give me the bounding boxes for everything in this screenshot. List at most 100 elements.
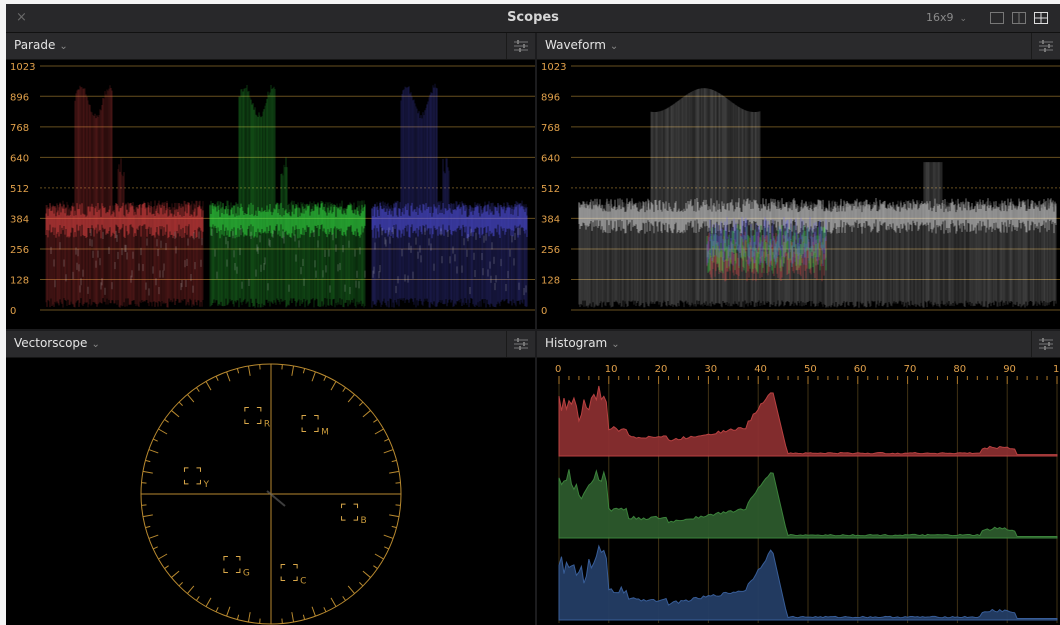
vectorscope-tick (359, 401, 364, 406)
green-parade-trace (209, 84, 366, 308)
vectorscope-tick (171, 570, 180, 578)
red-parade-trace (45, 85, 204, 308)
vectorscope-tick (158, 428, 168, 435)
waveform-panel: Waveform ⌄ 1023 896 768 640 512 384 256 128 0 (537, 33, 1060, 329)
histogram-tick-label: 70 (904, 364, 917, 375)
vectorscope-tick (383, 449, 394, 454)
vectorscope-tick (342, 387, 346, 392)
parade-dropdown[interactable]: Parade ⌄ (14, 38, 68, 52)
blue-parade-trace (371, 83, 528, 308)
waveform-graph: 1023 896 768 640 512 384 256 128 0 (541, 62, 1060, 317)
vectorscope-tick (145, 459, 151, 463)
chevron-down-icon: ⌄ (959, 14, 968, 24)
histogram-panel: Histogram⌄ 0 10 20 30 40 50 60 70 80 90 100 (537, 331, 1060, 625)
vectorscope-header: Vectorscope ⌄ (6, 331, 535, 358)
histogram-tick-label: 100 (1053, 364, 1060, 375)
scale-label: 640 (10, 153, 29, 164)
vectorscope-tick (215, 607, 219, 613)
vectorscope-tick (196, 596, 200, 601)
scale-label: 512 (10, 184, 29, 195)
close-icon[interactable]: × (16, 10, 27, 25)
histogram-tick-label: 20 (655, 364, 668, 375)
histogram-tick-label: 60 (854, 364, 867, 375)
histogram-tick-label: 50 (804, 364, 817, 375)
vectorscope-tick (347, 585, 355, 594)
window-title: Scopes (507, 10, 559, 25)
vectorscope-tick (178, 401, 183, 406)
vectorscope-tick (187, 394, 195, 403)
vector-target-label: G (243, 568, 250, 578)
vectorscope-dropdown[interactable]: Vectorscope ⌄ (14, 336, 100, 350)
vectorscope-scope: R M B C G Y (6, 358, 535, 625)
vectorscope-tick (342, 596, 346, 601)
vectorscope-tick (374, 428, 384, 435)
chevron-down-icon: ⌄ (609, 41, 619, 52)
scale-label: 256 (10, 245, 29, 256)
vectorscope-tick (330, 597, 337, 607)
sliders-icon[interactable] (506, 33, 535, 59)
vectorscope-tick (142, 514, 153, 518)
parade-scope: 1023 896 768 640 512 384 256 128 0 (6, 60, 535, 329)
scale-label: 256 (541, 245, 560, 256)
chevron-down-icon: ⌄ (59, 41, 68, 52)
vector-target-b: B (341, 503, 367, 526)
sliders-icon[interactable] (1031, 331, 1060, 357)
vector-target-c: C (280, 564, 306, 587)
quad-layout-icon[interactable] (1034, 12, 1048, 24)
scale-label: 1023 (10, 62, 35, 73)
vectorscope-tick (374, 553, 384, 560)
vectorscope-tick (330, 381, 337, 391)
vectorscope-tick (164, 419, 169, 423)
histogram-dropdown[interactable]: Histogram ⌄ (545, 336, 620, 350)
scopes-window: × Scopes 16x9 ⌄ Parade ⌄ 1023 896 768 640 512 3… (6, 4, 1060, 625)
vectorscope-tick (359, 582, 364, 587)
vectorscope-tick (323, 607, 327, 613)
vectorscope-tick (142, 470, 153, 474)
dual-layout-icon[interactable] (1012, 12, 1026, 24)
vectorscope-trace (266, 490, 286, 507)
vectorscope-tick (373, 419, 378, 423)
vector-target-label: B (361, 516, 367, 526)
aspect-ratio-value: 16x9 (926, 11, 954, 24)
histogram-header: Histogram ⌄ (537, 331, 1060, 358)
vectorscope-tick (236, 368, 240, 374)
chevron-down-icon: ⌄ (91, 339, 100, 350)
vectorscope-tick (205, 597, 212, 607)
blue-histogram (558, 544, 1058, 621)
vector-target-label: M (321, 428, 329, 438)
vector-target-label: R (264, 419, 270, 429)
vectorscope-title: Vectorscope (14, 336, 88, 350)
vector-target-m: M (301, 415, 329, 438)
vectorscope-tick (148, 449, 159, 454)
single-layout-icon[interactable] (990, 12, 1004, 24)
title-bar: × Scopes 16x9 ⌄ (6, 4, 1060, 33)
vectorscope-tick (384, 438, 390, 442)
vectorscope-tick (196, 387, 200, 392)
vectorscope-graph: R M B C G Y (140, 363, 402, 625)
vectorscope-tick (291, 612, 295, 623)
histogram-tick-label: 30 (704, 364, 717, 375)
vectorscope-tick (164, 565, 169, 569)
green-histogram (558, 469, 1058, 539)
scale-label: 896 (541, 92, 560, 103)
vectorscope-tick (215, 375, 219, 381)
waveform-dropdown[interactable]: Waveform ⌄ (545, 38, 618, 52)
histogram-tick-label: 80 (953, 364, 966, 375)
sliders-icon[interactable] (1031, 33, 1060, 59)
aspect-ratio-dropdown[interactable]: 16x9 ⌄ (926, 11, 967, 24)
vectorscope-tick (302, 614, 306, 620)
parade-header: Parade ⌄ (6, 33, 535, 60)
vectorscope-tick (152, 438, 158, 442)
vectorscope-tick (178, 582, 183, 587)
luma-waveform-trace (578, 88, 1057, 308)
vectorscope-tick (205, 381, 212, 391)
vectorscope-tick (158, 553, 168, 560)
vectorscope-tick (247, 612, 251, 623)
parade-graph: 1023 896 768 640 512 384 256 128 0 (10, 62, 535, 317)
scale-label: 384 (10, 214, 29, 225)
scale-label: 640 (541, 153, 560, 164)
red-histogram (558, 385, 1058, 457)
sliders-icon[interactable] (506, 331, 535, 357)
scale-label: 128 (541, 275, 560, 286)
vectorscope-tick (247, 365, 251, 376)
